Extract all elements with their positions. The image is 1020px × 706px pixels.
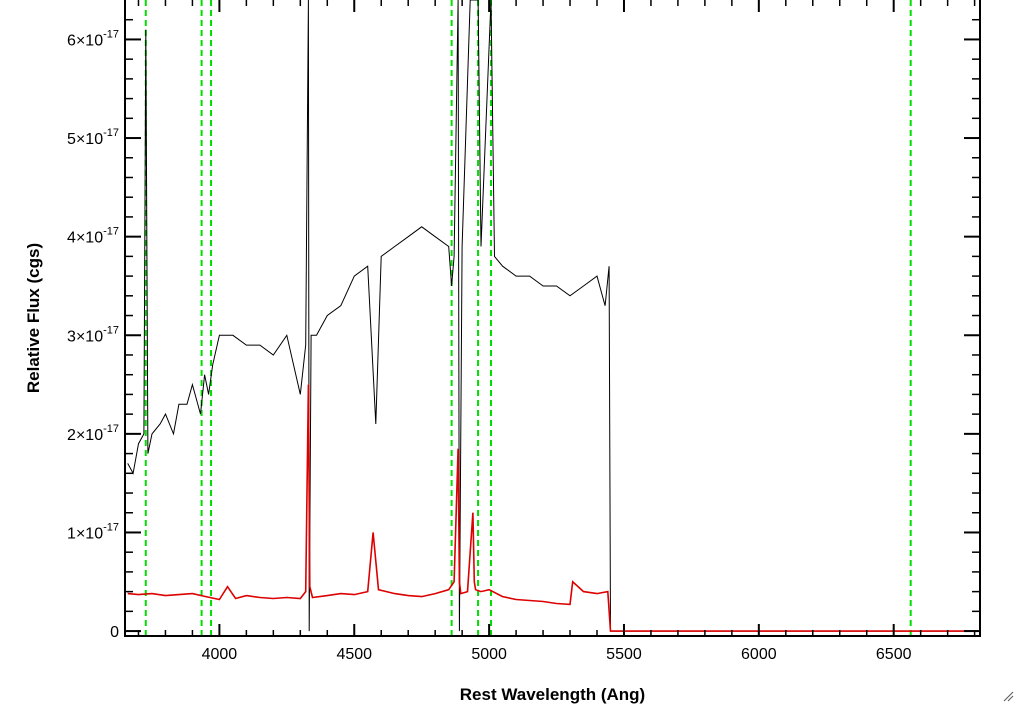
data-series (127, 0, 980, 632)
y-tick-label: 5×10-17 (67, 127, 119, 148)
series-line-0 (127, 0, 980, 632)
plot-frame (124, 0, 981, 637)
x-tick-label: 6000 (741, 646, 777, 663)
x-tick-label: 5500 (606, 646, 642, 663)
reference-lines (144, 0, 912, 636)
y-axis-label: Relative Flux (cgs) (24, 243, 43, 393)
x-axis-label: Rest Wavelength (Ang) (460, 685, 645, 704)
x-tick-label: 4000 (202, 646, 238, 663)
y-axis: 0 1×10-17 2×10-17 3×10-17 4×10-17 5×10-17 6×10… (67, 18, 980, 641)
x-axis: 4000 4500 5000 5500 6000 6500 (137, 0, 976, 663)
x-tick-label: 6500 (876, 646, 912, 663)
x-tick-label: 5000 (471, 646, 507, 663)
y-tick-label: 4×10-17 (67, 226, 119, 247)
resize-grip-icon[interactable] (1002, 690, 1014, 702)
series-line-1 (127, 384, 980, 632)
y-tick-label: 1×10-17 (67, 521, 119, 542)
y-tick-label: 0 (110, 624, 119, 641)
y-tick-label: 2×10-17 (67, 423, 119, 444)
y-tick-label: 6×10-17 (67, 28, 119, 49)
y-tick-label: 3×10-17 (67, 324, 119, 345)
x-tick-label: 4500 (336, 646, 372, 663)
